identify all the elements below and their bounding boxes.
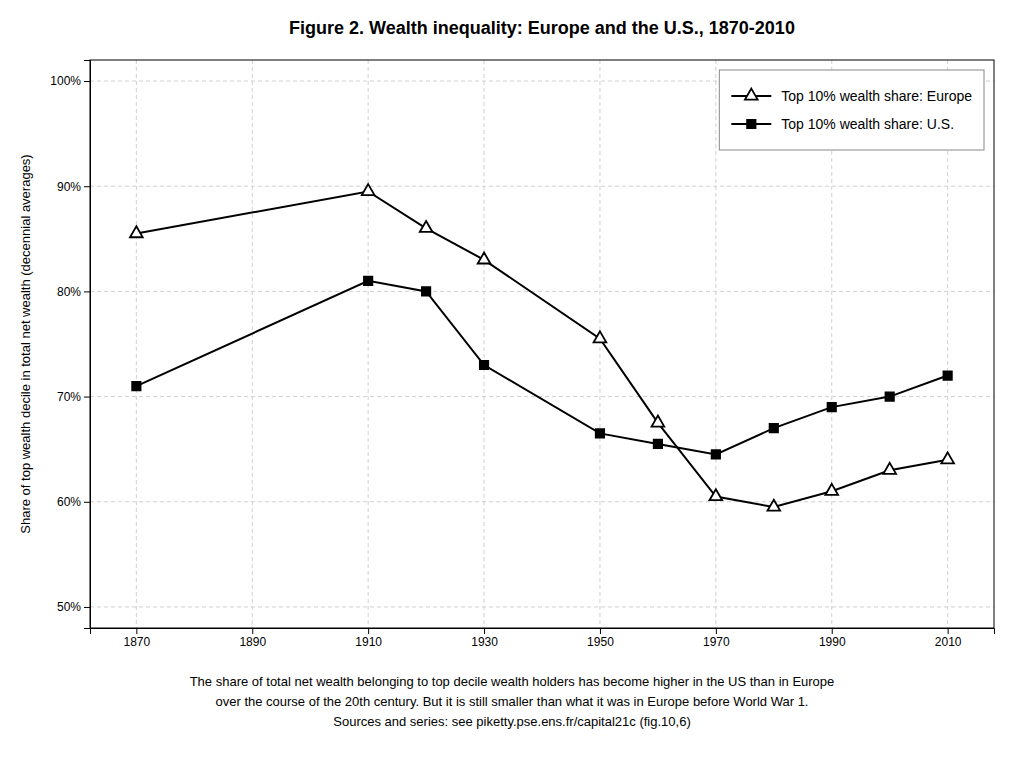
tick-label: 1950 [587,635,614,649]
axis-line [91,629,995,635]
grid-line [368,60,369,628]
tick-label: 1970 [703,635,730,649]
tick: 50% [57,600,90,614]
grid-line [90,186,994,187]
point [420,221,433,232]
tick: 60% [57,495,90,509]
point [886,392,894,400]
point [132,382,140,390]
tick-label: 90% [57,180,81,194]
tick-label: 60% [57,495,81,509]
point [709,489,722,500]
tick-label: 80% [57,285,81,299]
tick: 80% [57,285,90,299]
point [422,287,430,295]
title: Figure 2. Wealth inequality: Europe and … [289,18,795,38]
point [362,184,375,195]
tick-label: 1870 [124,635,151,649]
legend-label: Top 10% wealth share: Europe [781,88,972,104]
grid-line [136,60,137,628]
tick-label: 50% [57,600,81,614]
grid-line [90,291,994,292]
tick: 1890 [239,628,266,649]
point [480,361,488,369]
tick-label: 1910 [355,635,382,649]
grid-line [715,60,716,628]
legend-swatch [747,120,755,128]
point [594,331,607,342]
tick: 70% [57,390,90,404]
grid-line [599,60,600,628]
tick-label: 1990 [819,635,846,649]
grid [90,60,994,628]
tick: 90% [57,180,90,194]
tick-mark [84,186,90,187]
point [767,500,780,511]
point [652,416,665,427]
tick-mark [716,628,717,634]
series-line [136,281,947,455]
legend: Top 10% wealth share: Europe Top 10% weal… [719,70,984,150]
tick-mark [84,607,90,608]
tick-mark [600,628,601,634]
grid-line [90,501,994,502]
point [130,226,143,237]
tick-mark [484,628,485,634]
tick-label: 70% [57,390,81,404]
tick-label: 1890 [239,635,266,649]
legend-swatch [745,89,758,100]
tick: 1950 [587,628,614,649]
grid-line [90,606,994,607]
tick: 1930 [471,628,498,649]
tick: 2010 [935,628,962,649]
caption: Sources and series: see piketty.pse.ens.… [333,714,690,729]
grid-line [484,60,485,628]
chart: 1870 1890 1910 1930 1950 1970 1990 2010 50% 60% 70… [0,0,1024,768]
tick: 1870 [124,628,151,649]
grid-line [252,60,253,628]
tick-label: 100% [50,74,81,88]
point [825,484,838,495]
point [596,429,604,437]
legend-label: Top 10% wealth share: U.S. [781,116,954,132]
y-axis-title: Share of top wealth decile in total net … [18,154,33,533]
series-line [136,191,947,507]
point [478,253,491,264]
axis-line [84,61,91,629]
point [364,277,372,285]
grid-line [90,396,994,397]
tick: 1910 [355,628,382,649]
y-axis: 50% 60% 70% 80% 90% 100% [50,61,90,629]
tick-mark [84,397,90,398]
tick-label: 2010 [935,635,962,649]
tick-mark [948,628,949,634]
plot-area: 1870 1890 1910 1930 1950 1970 1990 2010 50% 60% 70… [50,60,994,649]
tick: 100% [50,74,90,88]
point [654,440,662,448]
point [883,463,896,474]
plot-frame [90,60,994,628]
point [943,371,951,379]
tick-mark [136,628,137,634]
tick-label: 1930 [471,635,498,649]
point [712,450,720,458]
point [941,452,954,463]
data-layer [130,184,954,511]
point [828,403,836,411]
legend-box [719,70,984,150]
x-axis: 1870 1890 1910 1930 1950 1970 1990 2010 [91,628,995,649]
tick-mark [252,628,253,634]
point [770,424,778,432]
tick-mark [368,628,369,634]
caption: The share of total net wealth belonging … [190,674,835,689]
tick: 1970 [703,628,730,649]
tick: 1990 [819,628,846,649]
tick-mark [84,291,90,292]
tick-mark [832,628,833,634]
tick-mark [84,81,90,82]
caption: over the course of the 20th century. But… [216,694,809,709]
tick-mark [84,502,90,503]
